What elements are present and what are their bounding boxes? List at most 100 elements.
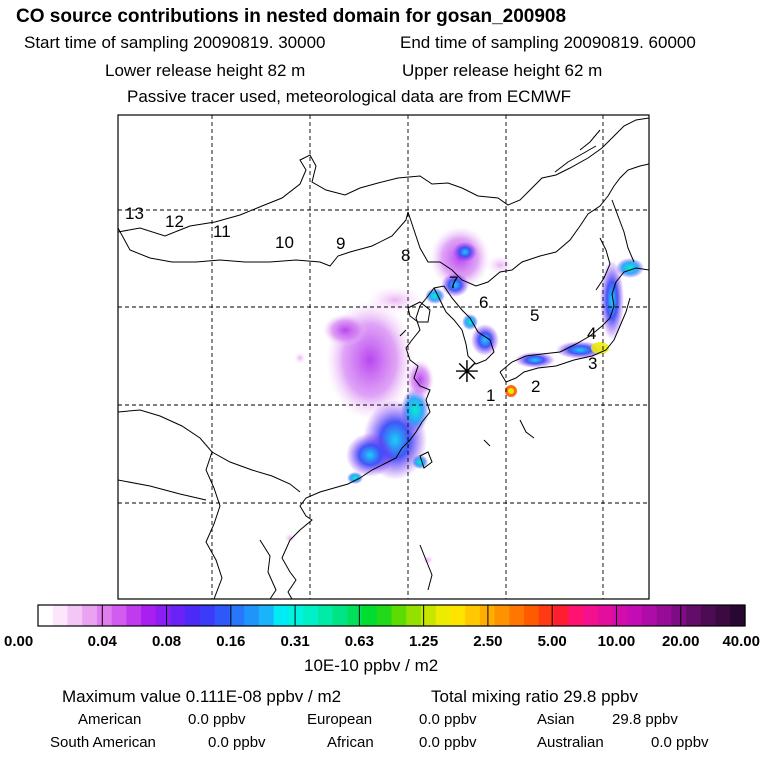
colorbar-swatch [641,605,658,626]
region-labels: 1 2 3 4 5 6 7 8 9 10 11 12 13 [125,204,597,405]
region-label-9: 9 [336,234,345,253]
colorbar-tick-label: 0.00 [4,633,33,650]
south-american-value: 0.0 ppbv [208,734,266,751]
colorbar-swatch [494,605,510,626]
colorbar-swatch [435,605,452,626]
colorbar-swatch [391,605,407,626]
colorbar-tick-labels: 0.00 0.04 0.08 0.16 0.31 0.63 1.25 2.50 5.00 10.0… [4,633,760,650]
plot-title: CO source contributions in nested domain… [16,6,567,27]
colorbar-swatch [347,605,363,626]
australian-value: 0.0 ppbv [651,734,709,751]
colorbar-tick-label: 0.16 [216,633,245,650]
colorbar-swatch [715,605,731,626]
region-label-13: 13 [125,204,144,223]
south-american-label: South American [50,734,156,751]
colorbar-swatch [155,605,172,626]
colorbar-swatch [568,605,584,626]
lower-release-height: Lower release height 82 m [105,61,306,80]
american-label: American [78,711,142,728]
region-label-12: 12 [165,212,184,231]
colorbar-tick-label: 1.25 [409,633,438,650]
graticule [118,115,649,599]
colorbar-swatch [700,605,717,626]
colorbar [37,605,746,626]
colorbar-swatch [730,605,746,626]
colorbar-swatch [38,605,54,626]
region-label-3: 3 [588,354,597,373]
colorbar-swatch [376,605,393,626]
colorbar-tick-label: 0.04 [88,633,118,650]
colorbar-swatch [229,605,245,626]
colorbar-swatch [317,605,334,626]
colorbar-tick-label: 40.00 [722,633,760,650]
colorbar-tick-label: 20.00 [662,633,700,650]
colorbar-swatch [96,605,113,626]
colorbar-swatch [406,605,422,626]
australian-label: Australian [537,734,604,751]
european-value: 0.0 ppbv [419,711,477,728]
colorbar-swatch [362,605,378,626]
european-label: European [307,711,373,728]
colorbar-swatch [200,605,216,626]
end-time: End time of sampling 20090819. 60000 [400,33,696,52]
colorbar-tick-label: 0.63 [345,633,374,650]
colorbar-swatch [686,605,702,626]
upper-release-height: Upper release height 62 m [402,61,603,80]
region-label-2: 2 [531,377,540,396]
colorbar-swatch [273,605,289,626]
colorbar-swatch [52,605,69,626]
colorbar-tick-label: 0.08 [152,633,181,650]
colorbar-swatch [170,605,186,626]
colorbar-frame [37,604,746,627]
concentration-field [284,226,644,565]
region-label-8: 8 [401,246,410,265]
region-label-1: 1 [486,386,495,405]
start-time: Start time of sampling 20090819. 30000 [24,33,326,52]
colorbar-swatch [332,605,348,626]
region-label-11: 11 [213,222,231,241]
colorbar-swatch [612,605,628,626]
region-label-10: 10 [275,233,294,252]
colorbar-swatch [141,605,157,626]
colorbar-swatch [656,605,672,626]
african-label: African [327,734,374,751]
maximum-value: Maximum value 0.111E-08 ppbv / m2 [62,687,342,706]
region-label-6: 6 [479,293,488,312]
colorbar-swatch [509,605,525,626]
colorbar-swatch [111,605,127,626]
colorbar-unit: 10E-10 ppbv / m2 [304,656,439,675]
colorbar-swatch [450,605,466,626]
colorbar-swatch [288,605,304,626]
region-label-4: 4 [587,324,596,343]
colorbar-tick-label: 10.00 [598,633,636,650]
tracer-note: Passive tracer used, meteorological data… [127,87,572,106]
colorbar-swatch [597,605,614,626]
american-value: 0.0 ppbv [188,711,246,728]
colorbar-swatch [420,605,437,626]
colorbar-swatch [126,605,142,626]
colorbar-swatch [214,605,231,626]
african-value: 0.0 ppbv [419,734,477,751]
asian-label: Asian [537,711,575,728]
region-label-7: 7 [449,273,458,292]
colorbar-swatch [185,605,201,626]
colorbar-swatch [67,605,83,626]
colorbar-swatch [465,605,481,626]
colorbar-tick-label: 0.31 [280,633,309,650]
colorbar-swatch [627,605,643,626]
colorbar-swatch [524,605,540,626]
colorbar-swatch [582,605,599,626]
region-label-5: 5 [530,306,539,325]
receptor-marker-icon: ✳ [454,355,479,390]
colorbar-swatch [258,605,275,626]
colorbar-swatch [82,605,98,626]
colorbar-tick-label: 5.00 [538,633,567,650]
colorbar-swatch [244,605,260,626]
total-mixing-ratio: Total mixing ratio 29.8 ppbv [431,687,638,706]
colorbar-swatch [538,605,555,626]
colorbar-swatch [553,605,569,626]
colorbar-swatch [303,605,319,626]
colorbar-swatch [671,605,687,626]
asian-value: 29.8 ppbv [612,711,678,728]
